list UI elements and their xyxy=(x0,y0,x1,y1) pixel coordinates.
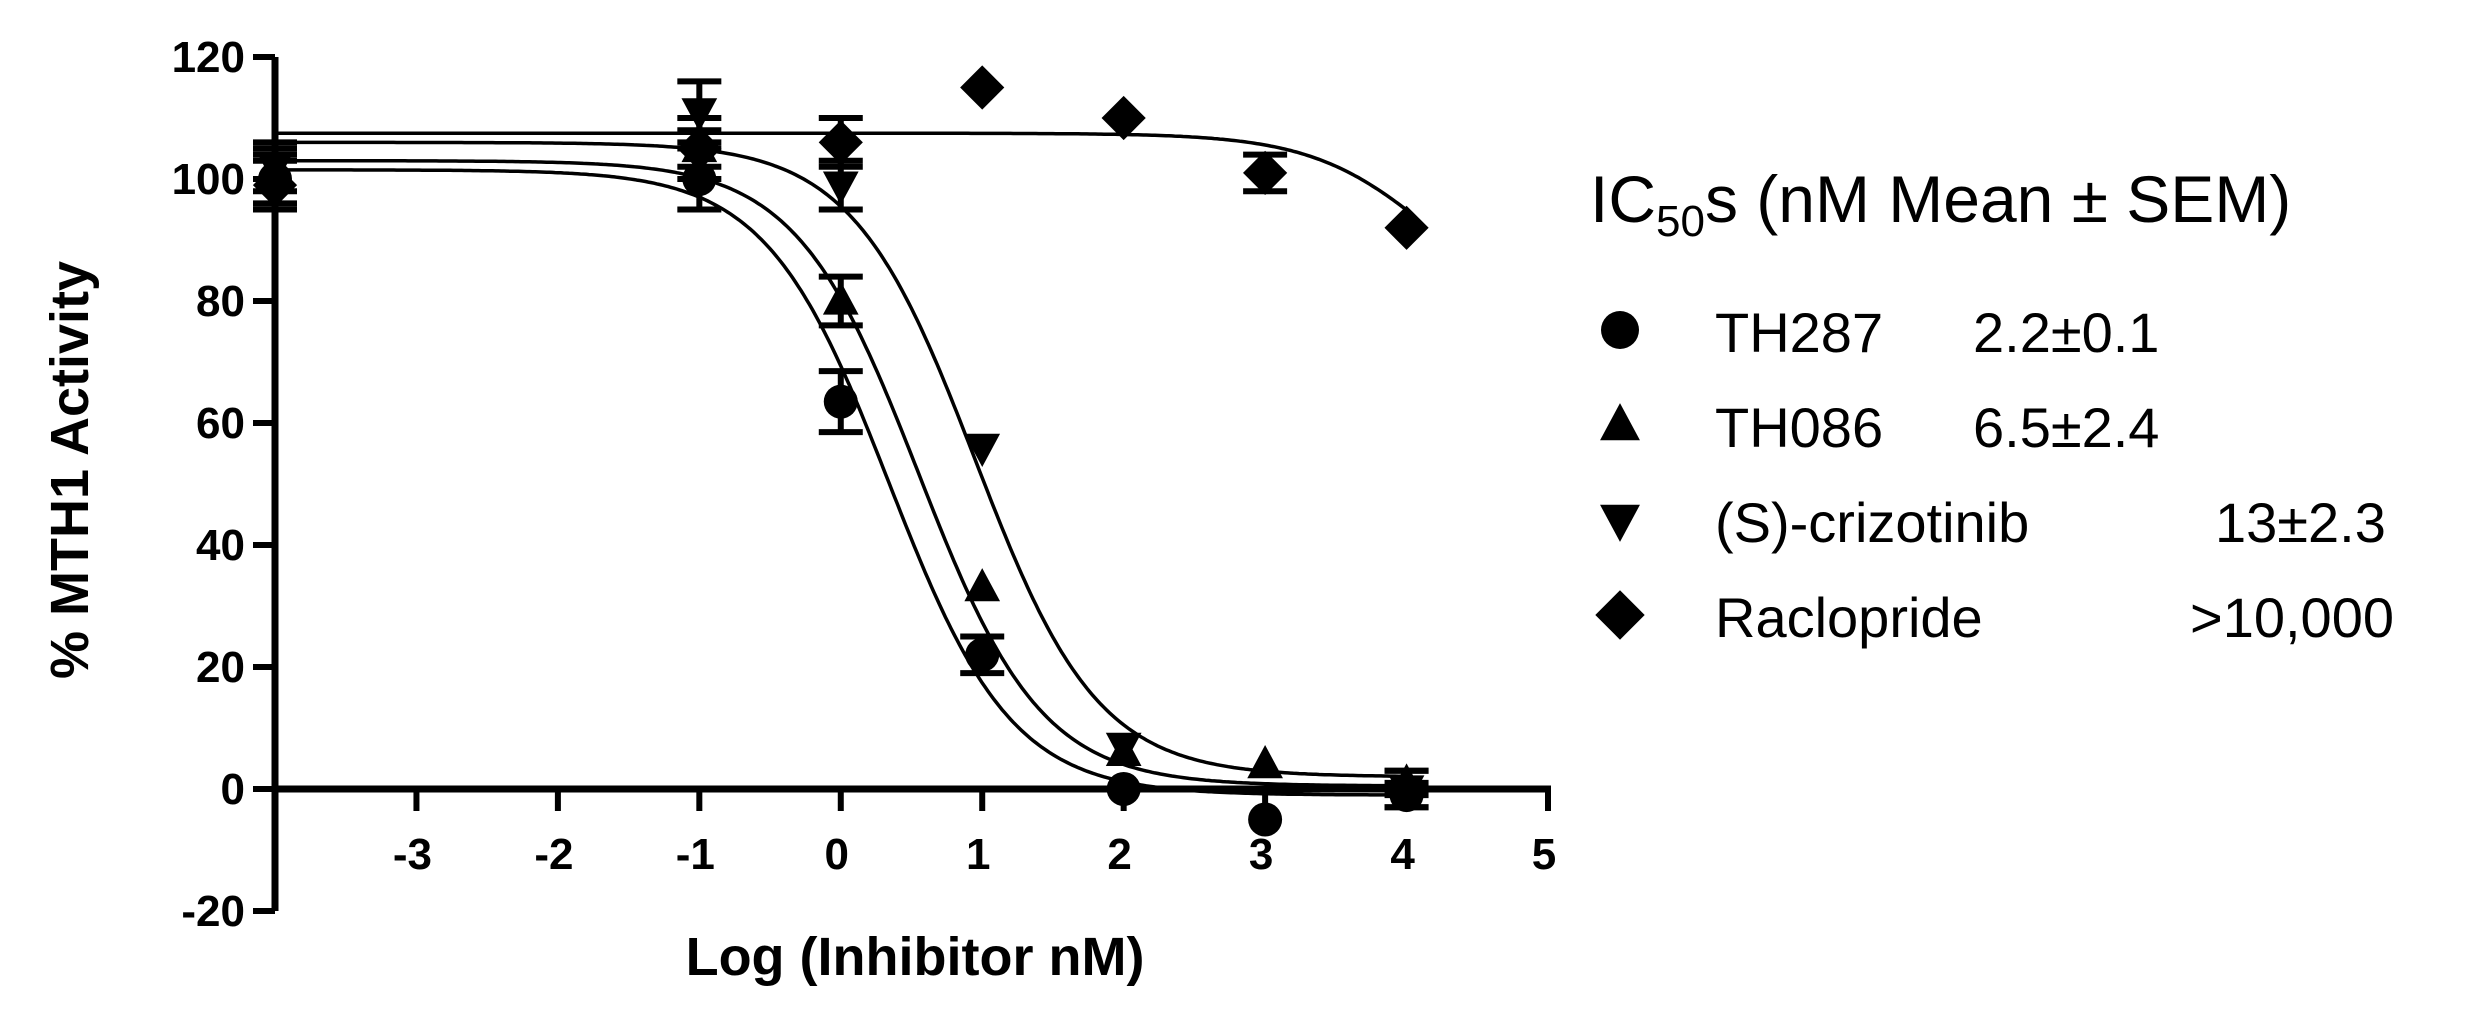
data-point xyxy=(818,120,863,165)
legend-label: TH287 xyxy=(1715,301,1883,364)
x-tick-label: 1 xyxy=(966,830,990,879)
x-tick-label: 2 xyxy=(1107,830,1131,879)
legend-value: 6.5±2.4 xyxy=(1973,396,2159,459)
legend-label: (S)-crizotinib xyxy=(1715,491,2029,554)
fit-curve xyxy=(275,168,1407,797)
data-point xyxy=(822,281,859,315)
legend-value: 13±2.3 xyxy=(2215,491,2386,554)
x-tick-label: 3 xyxy=(1249,830,1273,879)
data-point xyxy=(960,65,1005,110)
y-tick-label: 60 xyxy=(196,399,245,448)
axes: -20 0 20 40 60 80 100 120 -3 -2 -1 0 1 2 3 4 5 xyxy=(172,33,1557,936)
x-tick-label: 4 xyxy=(1390,830,1415,879)
data-point xyxy=(964,433,1001,467)
data-point xyxy=(1248,802,1283,837)
legend-value: 2.2±0.1 xyxy=(1973,301,2159,364)
data-point xyxy=(1247,745,1283,779)
data-point xyxy=(1384,205,1429,250)
data-point xyxy=(677,126,722,171)
x-tick-label: -1 xyxy=(676,830,715,879)
data-point xyxy=(682,162,717,196)
y-tick-label: 40 xyxy=(196,521,245,570)
x-tick-label: -2 xyxy=(534,830,573,879)
legend-value: >10,000 xyxy=(2190,586,2394,649)
y-tick-label: 20 xyxy=(196,643,245,692)
y-tick-label: -20 xyxy=(181,887,245,936)
y-tick-label: 120 xyxy=(172,33,245,82)
data-point xyxy=(822,171,859,205)
data-point xyxy=(1243,150,1288,195)
legend-marker xyxy=(1595,590,1645,640)
fit-curve xyxy=(275,140,1407,778)
data-point xyxy=(681,98,718,132)
y-tick-label: 0 xyxy=(221,765,245,814)
x-axis-title: Log (Inhibitor nM) xyxy=(686,927,1145,987)
data-point xyxy=(1105,732,1142,766)
data-point xyxy=(965,637,1000,672)
legend-title: IC50s (nM Mean ± SEM) xyxy=(1590,162,2291,246)
data-markers xyxy=(252,65,1429,837)
x-tick-label: 5 xyxy=(1532,830,1556,879)
legend: IC50s (nM Mean ± SEM) TH287 2.2±0.1 TH086 6… xyxy=(1590,162,2394,649)
data-point xyxy=(964,568,1001,602)
fit-curve xyxy=(275,158,1407,788)
data-point xyxy=(823,384,858,419)
data-point xyxy=(1101,95,1146,141)
fit-curves xyxy=(275,131,1408,797)
legend-marker xyxy=(1600,504,1640,542)
legend-marker xyxy=(1600,403,1640,441)
x-tick-label: -3 xyxy=(393,830,432,879)
legend-marker xyxy=(1601,311,1639,349)
y-tick-label: 80 xyxy=(196,277,245,326)
x-tick-label: 0 xyxy=(825,830,849,879)
y-axis-title: % MTH1 Activity xyxy=(40,261,100,679)
legend-label: Raclopride xyxy=(1715,586,1983,649)
legend-label: TH086 xyxy=(1715,396,1883,459)
y-tick-label: 100 xyxy=(172,155,245,204)
